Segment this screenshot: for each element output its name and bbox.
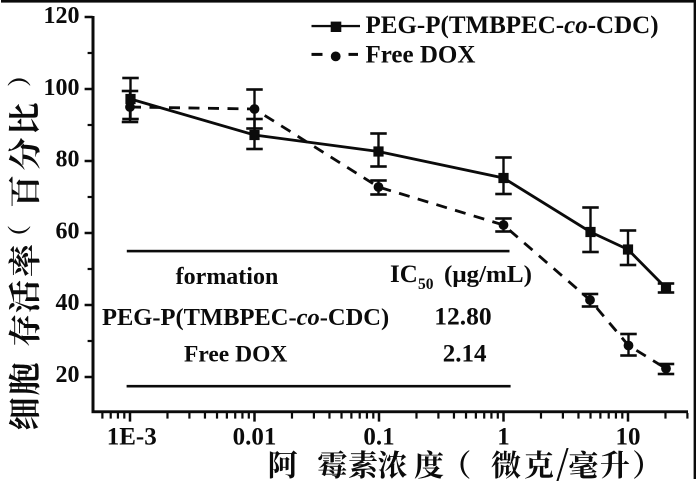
svg-text:1: 1	[497, 424, 510, 451]
svg-text:2.14: 2.14	[443, 341, 487, 368]
svg-text:formation: formation	[176, 264, 279, 290]
svg-text:0.1: 0.1	[363, 424, 394, 451]
svg-text:100: 100	[44, 75, 80, 101]
svg-text:1E-3: 1E-3	[107, 424, 157, 451]
svg-text:PEG-P(TMBPEC-co-CDC): PEG-P(TMBPEC-co-CDC)	[102, 304, 389, 331]
svg-text:0.01: 0.01	[233, 424, 277, 451]
svg-text:40: 40	[56, 290, 80, 316]
svg-text:(μg/mL): (μg/mL)	[444, 262, 532, 288]
svg-text:IC: IC	[390, 261, 418, 288]
svg-text:12.80: 12.80	[434, 302, 491, 331]
svg-text:20: 20	[56, 362, 80, 388]
svg-text:80: 80	[56, 147, 80, 173]
svg-text:PEG-P(TMBPEC-co-CDC): PEG-P(TMBPEC-co-CDC)	[366, 12, 659, 39]
svg-text:Free DOX: Free DOX	[184, 342, 287, 368]
svg-text:10: 10	[616, 424, 641, 451]
svg-text:60: 60	[56, 219, 80, 245]
svg-text:Free DOX: Free DOX	[366, 41, 476, 68]
svg-text:120: 120	[44, 3, 80, 29]
svg-text:50: 50	[418, 276, 434, 293]
